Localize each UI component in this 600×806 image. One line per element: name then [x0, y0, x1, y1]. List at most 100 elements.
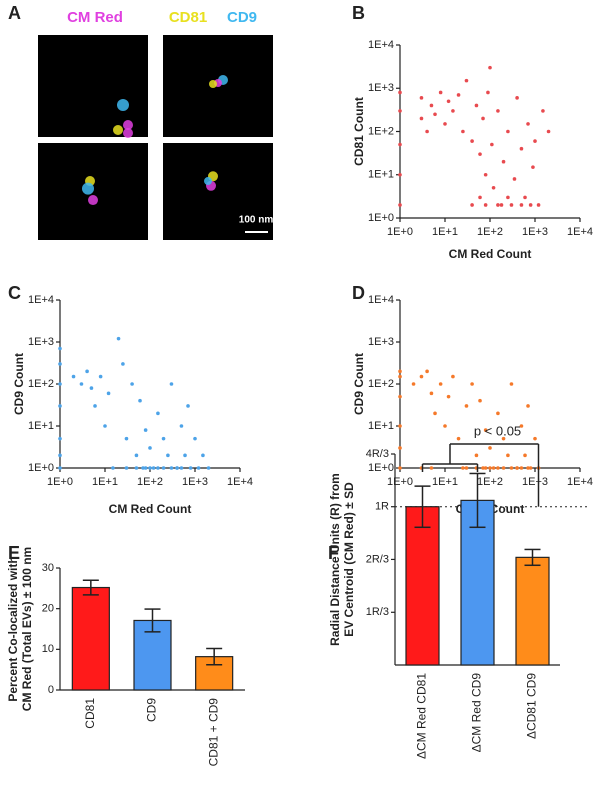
y-tick-label: 1E+1	[368, 169, 394, 181]
y-tick-label: 1E+3	[368, 82, 394, 94]
point	[483, 203, 488, 207]
panel-label: F	[328, 543, 339, 563]
x-tick-label: 1E+3	[522, 476, 548, 488]
point	[116, 336, 121, 341]
y-tick-label: 1E+1	[368, 420, 394, 432]
x-tick-label: 1E+2	[477, 226, 503, 238]
x-tick-label: 1E+4	[227, 476, 253, 488]
y-tick-label: 1E+2	[368, 125, 394, 137]
point	[496, 466, 500, 470]
y-tick-label: 1E+4	[28, 294, 54, 306]
x-tick-label: 1E+3	[522, 226, 548, 238]
x-tick-label: 1E+3	[182, 476, 208, 488]
point	[451, 109, 455, 113]
point	[156, 411, 160, 416]
x-tick-label: 1E+0	[387, 226, 413, 238]
point	[461, 129, 465, 134]
point	[496, 203, 500, 207]
x-tick-label: ΔCM Red CD9	[470, 673, 484, 753]
point	[141, 466, 145, 470]
bar	[515, 556, 550, 666]
point	[419, 374, 424, 379]
y-tick-label: 1E+0	[368, 212, 394, 224]
signal-blob	[88, 195, 98, 206]
point	[398, 90, 402, 95]
point	[58, 436, 62, 441]
point	[85, 369, 89, 374]
point	[398, 203, 402, 207]
point	[481, 116, 485, 121]
point	[501, 159, 506, 164]
x-tick-label: ΔCM Red CD81	[415, 673, 429, 759]
bar	[405, 506, 440, 666]
y-tick-label: 1E+2	[28, 378, 54, 390]
point	[398, 109, 402, 113]
panel-label: A	[8, 3, 21, 23]
panel-label: C	[8, 283, 21, 303]
y-axis-label: Percent Co-localized with	[6, 556, 20, 701]
point	[474, 103, 479, 108]
point	[179, 424, 184, 428]
point	[528, 466, 533, 470]
point	[541, 109, 545, 113]
panel-label: D	[352, 283, 365, 303]
y-tick-label: 30	[42, 562, 54, 574]
point	[398, 369, 402, 374]
point	[496, 109, 500, 113]
point	[499, 203, 504, 207]
y-axis-label: Radial Distance Units (R) from	[328, 473, 342, 646]
point	[515, 466, 519, 470]
point	[93, 404, 97, 408]
point	[161, 436, 166, 441]
point	[58, 404, 62, 408]
point	[411, 382, 416, 386]
y-tick-label: 1E+3	[368, 336, 394, 348]
point	[425, 129, 429, 134]
annotation: p < 0.05	[474, 423, 521, 438]
point	[429, 103, 434, 108]
point	[79, 382, 84, 386]
signal-blob	[113, 125, 123, 135]
signal-blob	[123, 128, 133, 138]
x-tick-label: 1E+1	[432, 476, 458, 488]
point	[138, 398, 142, 403]
channel-label: CD81	[169, 9, 207, 26]
point	[470, 203, 474, 207]
x-axis-label: CM Red Count	[449, 247, 532, 261]
point	[451, 374, 455, 379]
y-tick-label: 20	[42, 603, 54, 615]
point	[433, 112, 437, 117]
point	[58, 382, 62, 386]
point	[470, 139, 474, 143]
y-tick-label: 10	[42, 643, 54, 655]
y-tick-label: 1E+0	[368, 462, 394, 474]
point	[443, 424, 447, 428]
y-tick-label: 0	[48, 684, 54, 696]
y-tick-label: 1E+3	[28, 336, 54, 348]
channel-label: CM Red	[67, 9, 123, 26]
y-tick-label: 2R/3	[366, 553, 389, 565]
point	[58, 453, 62, 458]
point	[533, 139, 537, 143]
point	[206, 466, 211, 470]
point	[488, 446, 492, 450]
point	[193, 436, 197, 441]
x-tick-label: 1E+2	[137, 476, 163, 488]
point	[429, 391, 434, 396]
point	[103, 424, 107, 428]
signal-blob	[204, 177, 212, 186]
point	[464, 466, 469, 470]
micrograph	[163, 143, 273, 240]
point	[148, 446, 152, 450]
point	[509, 466, 514, 470]
y-tick-label: 1E+2	[368, 378, 394, 390]
point	[506, 129, 510, 134]
point	[474, 453, 479, 458]
point	[519, 466, 524, 470]
point	[519, 424, 524, 428]
scale-bar-label: 100 nm	[239, 215, 274, 226]
point	[515, 96, 519, 100]
point	[398, 466, 402, 470]
